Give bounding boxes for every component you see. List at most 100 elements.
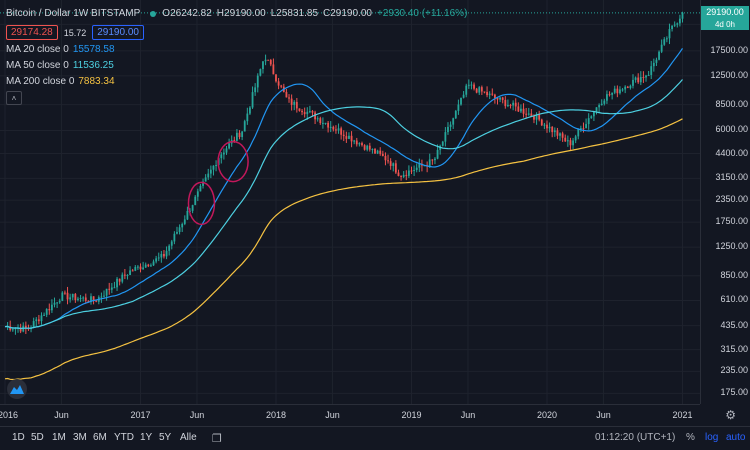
timeframe-button-alle[interactable]: Alle [180, 432, 197, 443]
timeframe-button-1m[interactable]: 1M [52, 432, 66, 443]
candle-body [280, 85, 283, 87]
candle-body [603, 100, 606, 104]
timeframe-button-6m[interactable]: 6M [93, 432, 107, 443]
time-axis-label: 2020 [536, 410, 558, 420]
candle-body [457, 104, 460, 111]
candle-body [204, 177, 207, 182]
candle-body [131, 270, 134, 272]
ma50-legend[interactable]: MA 50 close 0 11536.25 [6, 57, 467, 73]
candle-body [462, 94, 465, 98]
candle-body [84, 297, 87, 301]
time-axis-label: 2021 [672, 410, 693, 420]
candle-body [301, 110, 303, 113]
candle-body [572, 140, 574, 146]
candle-body [676, 23, 679, 25]
log-toggle[interactable]: log [705, 432, 719, 443]
candle-body [447, 126, 449, 133]
auto-toggle[interactable]: auto [726, 432, 746, 443]
tradingview-logo-icon[interactable] [7, 379, 27, 399]
timeframe-button-5y[interactable]: 5Y [159, 432, 172, 443]
candle-body [501, 97, 504, 100]
candle-body [509, 104, 512, 106]
candle-body [79, 298, 82, 300]
candle-body [449, 124, 452, 127]
candle-body [95, 300, 98, 302]
candle-body [160, 254, 163, 258]
market-status-icon [150, 10, 157, 17]
candle-body [103, 295, 105, 297]
candle-body [314, 112, 316, 120]
candle-body [517, 106, 520, 112]
clock-display[interactable]: 01:12:20 (UTC+1) [595, 432, 676, 443]
chart-pane[interactable]: Bitcoin / Dollar 1W BITSTAMP O26242.82 H… [0, 0, 700, 404]
candle-body [246, 113, 249, 122]
timeframe-button-ytd[interactable]: YTD [114, 432, 134, 443]
candle-body [564, 137, 567, 142]
candle-body [611, 92, 614, 95]
candle-body [176, 231, 178, 234]
ma20-label: MA 20 close 0 [6, 43, 69, 55]
percent-toggle[interactable]: % [686, 432, 695, 443]
candle-body [194, 196, 197, 206]
chart-legend: Bitcoin / Dollar 1W BITSTAMP O26242.82 H… [6, 5, 467, 105]
timeframe-button-1y[interactable]: 1Y [140, 432, 153, 443]
candle-body [32, 321, 35, 328]
candle-body [342, 134, 345, 137]
collapse-legend-button[interactable]: ˄ [6, 91, 22, 105]
sell-button[interactable]: 29174.28 [6, 25, 58, 40]
gear-icon[interactable]: ⚙ [725, 408, 736, 422]
candle-body [569, 140, 572, 146]
candle-body [303, 112, 306, 115]
candle-body [134, 266, 137, 271]
high-value: H29190.00 [216, 8, 266, 19]
time-axis[interactable]: 2016 Jun 2017 Jun 2018 Jun 2019 Jun 2020 Jun 2021 [0, 404, 700, 427]
candle-body [212, 165, 215, 170]
symbol-title[interactable]: Bitcoin / Dollar 1W BITSTAMP [6, 8, 141, 19]
candle-body [69, 297, 72, 300]
timeframe-button-1d[interactable]: 1D [12, 432, 25, 443]
candle-body [389, 161, 392, 166]
candle-body [546, 124, 548, 129]
candle-body [170, 241, 173, 246]
candle-body [319, 118, 322, 124]
candle-body [431, 159, 434, 161]
price-axis-label: 175.00 [720, 387, 748, 398]
ma20-legend[interactable]: MA 20 close 0 15578.58 [6, 41, 467, 57]
candle-body [43, 314, 45, 316]
candle-body [418, 163, 421, 168]
candle-body [480, 87, 483, 92]
date-range-icon[interactable]: ❐ [212, 433, 222, 445]
candle-body [436, 149, 439, 159]
candle-body [209, 169, 212, 174]
price-chart[interactable] [0, 0, 700, 404]
ma200-legend[interactable]: MA 200 close 0 7883.34 [6, 73, 467, 89]
candle-body [45, 309, 48, 315]
candle-body [467, 84, 470, 86]
candle-body [355, 140, 358, 145]
candle-body [110, 287, 113, 290]
candle-body [520, 108, 522, 112]
candle-body [77, 298, 79, 301]
timeframe-button-5d[interactable]: 5D [31, 432, 44, 443]
price-axis[interactable]: 40000.0025000.0017500.0012500.008500.006… [700, 0, 750, 404]
annotation-ellipse [187, 181, 216, 226]
candle-body [74, 293, 77, 301]
candle-body [548, 126, 551, 129]
candle-body [639, 77, 642, 83]
candle-body [681, 12, 684, 19]
price-axis-label: 6000.00 [715, 124, 748, 135]
candle-body [556, 130, 559, 136]
candle-body [157, 257, 160, 259]
buy-button[interactable]: 29190.00 [92, 25, 144, 40]
candle-body [397, 172, 400, 176]
timeframe-button-3m[interactable]: 3M [73, 432, 87, 443]
candle-body [100, 296, 103, 298]
candle-body [465, 85, 468, 95]
ma200-label: MA 200 close 0 [6, 75, 75, 87]
candle-body [553, 130, 556, 133]
close-value: C29190.00 [323, 8, 372, 19]
candle-body [272, 64, 275, 75]
ma200-line [4, 118, 683, 381]
candle-body [220, 154, 223, 159]
candle-body [163, 254, 165, 257]
